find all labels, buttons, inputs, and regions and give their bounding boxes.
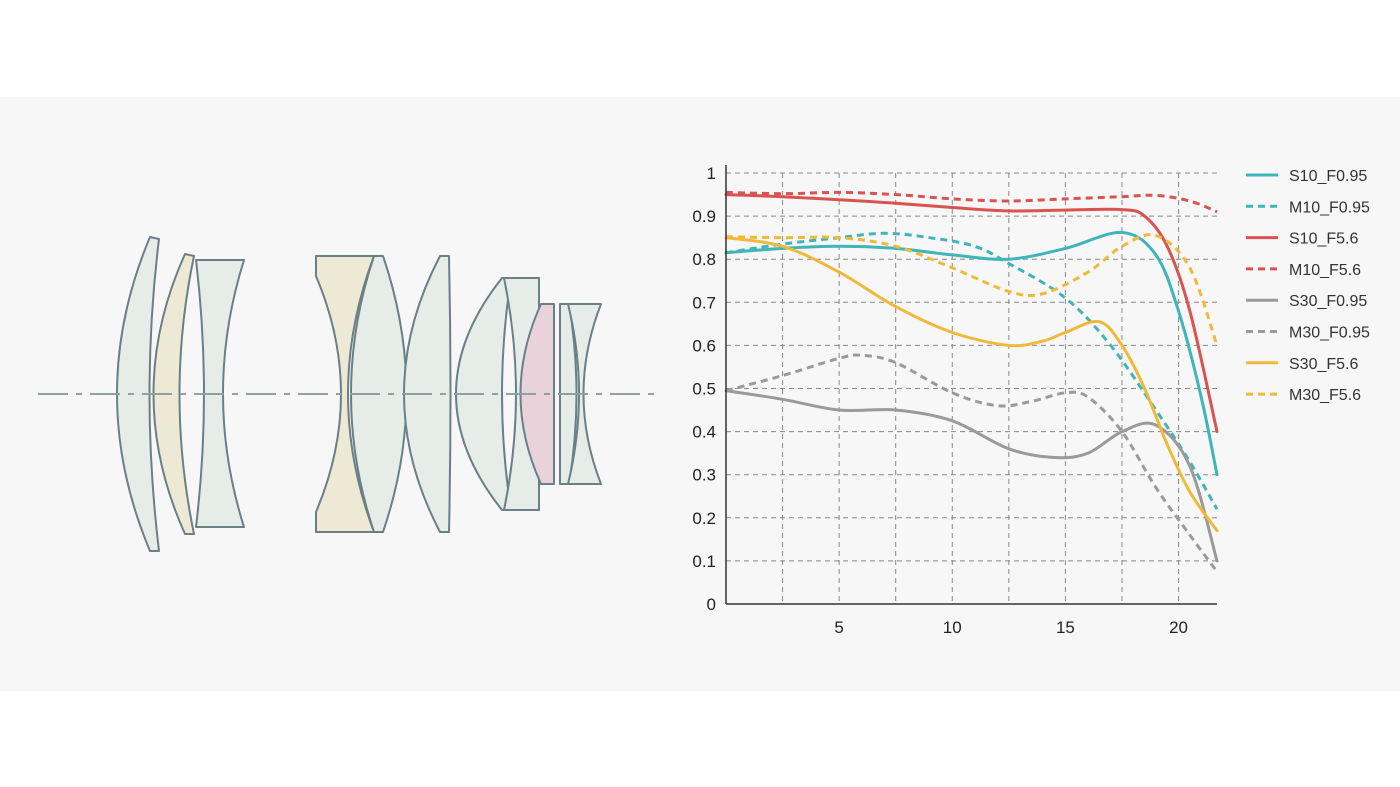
legend-label: M30_F5.6 bbox=[1289, 387, 1361, 404]
legend-item: M10_F0.95 bbox=[1246, 199, 1370, 216]
legend-label: S30_F5.6 bbox=[1289, 356, 1358, 373]
y-tick-label: 0.6 bbox=[692, 336, 716, 355]
x-tick-label: 15 bbox=[1056, 618, 1075, 637]
legend-label: M30_F0.95 bbox=[1289, 325, 1370, 342]
legend-item: S30_F0.95 bbox=[1246, 293, 1367, 310]
legend-item: M30_F0.95 bbox=[1246, 325, 1370, 342]
lens-diagram bbox=[38, 236, 658, 552]
legend-item: M30_F5.6 bbox=[1246, 387, 1361, 404]
legend-label: S30_F0.95 bbox=[1289, 293, 1367, 310]
lens-element-9 bbox=[519, 303, 555, 485]
chart-grid bbox=[726, 172, 1217, 604]
series-line-s10-f0-95 bbox=[724, 230, 1219, 477]
series-line-s30-f5-6 bbox=[724, 236, 1219, 533]
legend-label: S10_F0.95 bbox=[1289, 168, 1367, 185]
y-tick-label: 0.3 bbox=[692, 466, 716, 485]
y-tick-label: 0.2 bbox=[692, 509, 716, 528]
series-line-s30-f0-95 bbox=[724, 389, 1219, 563]
x-tick-label: 20 bbox=[1169, 618, 1188, 637]
legend-item: M10_F5.6 bbox=[1246, 262, 1361, 279]
series-line-m30-f5-6 bbox=[725, 233, 1219, 346]
series-line-m10-f5-6 bbox=[725, 190, 1218, 214]
y-tick-label: 0.1 bbox=[692, 552, 716, 571]
y-tick-label: 0.4 bbox=[692, 423, 716, 442]
y-tick-label: 0.5 bbox=[692, 380, 716, 399]
legend-item: S30_F5.6 bbox=[1246, 356, 1358, 373]
y-tick-label: 1 bbox=[707, 164, 716, 183]
chart-axes bbox=[725, 165, 1217, 605]
chart-series bbox=[724, 190, 1219, 573]
chart-legend: S10_F0.95 M10_F0.95 S10_F5.6 M10_F5.6 S30_F0… bbox=[1246, 168, 1370, 404]
y-tick-label: 0.7 bbox=[692, 293, 716, 312]
x-tick-label: 10 bbox=[943, 618, 962, 637]
lens-element-4 bbox=[315, 255, 375, 533]
series-line-m30-f0-95 bbox=[725, 353, 1219, 573]
lens-element-2 bbox=[152, 253, 195, 535]
x-tick-label: 5 bbox=[834, 618, 843, 637]
y-tick-label: 0 bbox=[707, 595, 716, 614]
y-tick-label: 0.8 bbox=[692, 250, 716, 269]
x-tick-labels: 5 10 15 20 bbox=[834, 618, 1188, 637]
lens-element-11 bbox=[567, 303, 602, 485]
y-tick-label: 0.9 bbox=[692, 207, 716, 226]
y-tick-labels: 0 0.1 0.2 0.3 0.4 0.5 0.6 0.7 0.8 0.9 1 bbox=[692, 164, 716, 614]
legend-label: S10_F5.6 bbox=[1289, 231, 1358, 248]
legend-item: S10_F5.6 bbox=[1246, 231, 1358, 248]
legend-label: M10_F0.95 bbox=[1289, 199, 1370, 216]
series-line-s10-f5-6 bbox=[724, 193, 1219, 434]
legend-item: S10_F0.95 bbox=[1246, 168, 1367, 185]
legend-label: M10_F5.6 bbox=[1289, 262, 1361, 279]
lens-element-1 bbox=[116, 236, 160, 552]
